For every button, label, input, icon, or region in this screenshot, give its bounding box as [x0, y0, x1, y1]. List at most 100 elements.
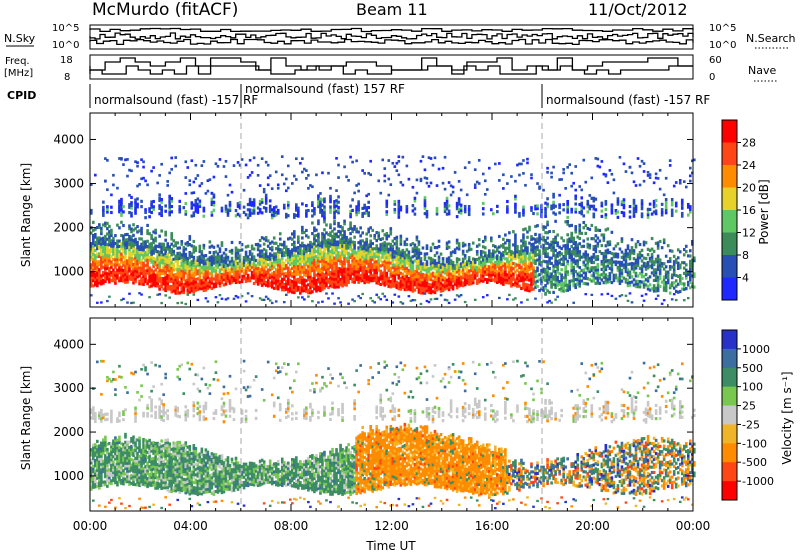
power-cell: [572, 257, 576, 261]
power-cell: [369, 263, 372, 267]
power-cell: [272, 254, 276, 259]
power-cell: [489, 273, 493, 277]
power-cell: [506, 199, 509, 204]
power-cell: [268, 199, 272, 203]
power-cell: [506, 262, 509, 266]
power-cell: [100, 245, 103, 249]
power-cell: [148, 242, 151, 246]
power-cell: [475, 271, 479, 275]
power-cell: [276, 276, 280, 280]
power-cell: [313, 274, 316, 278]
power-cell: [580, 255, 584, 259]
power-cell: [608, 272, 612, 276]
power-cell: [473, 276, 477, 280]
power-cell: [174, 243, 178, 248]
power-cell: [566, 233, 569, 237]
power-cell: [274, 205, 278, 209]
power-cell: [335, 285, 338, 289]
power-cell: [552, 200, 555, 204]
power-cell: [606, 251, 610, 255]
power-cell: [455, 280, 459, 285]
power-cell: [624, 256, 628, 260]
power-cell: [562, 262, 565, 267]
power-cell: [552, 290, 555, 294]
power-cell: [415, 262, 419, 266]
power-cell: [186, 278, 190, 282]
power-cell: [544, 286, 547, 290]
power-cell: [582, 252, 586, 256]
power-cell: [516, 282, 519, 286]
power-cell: [636, 255, 640, 260]
power-cell: [407, 282, 411, 286]
power-cell: [140, 237, 143, 241]
power-cell: [256, 253, 260, 257]
power-cell: [317, 269, 320, 273]
power-cell: [403, 269, 407, 273]
power-cell: [248, 250, 252, 254]
power-cell: [232, 164, 236, 167]
power-cell: [329, 260, 332, 264]
power-cell: [186, 267, 190, 271]
power-cell: [293, 245, 296, 250]
power-cell: [556, 265, 559, 269]
power-cell: [194, 204, 198, 208]
power-cell: [166, 268, 169, 272]
power-cell: [357, 259, 360, 263]
power-cell: [248, 260, 252, 264]
power-cell: [532, 276, 535, 281]
power-cell: [357, 246, 360, 250]
power-cell: [174, 259, 178, 263]
power-cell: [110, 270, 113, 275]
power-cell: [522, 257, 525, 261]
power-cell: [274, 300, 278, 303]
power-cell: [570, 184, 573, 188]
power-cell: [212, 203, 216, 207]
power-cell: [335, 280, 338, 284]
power-cell: [518, 211, 521, 216]
power-cell: [301, 228, 304, 232]
power-cell: [443, 263, 447, 267]
power-cell: [467, 264, 471, 268]
power-cell: [532, 245, 535, 249]
power-cell: [532, 287, 535, 291]
power-cell: [297, 211, 300, 216]
power-cell: [240, 269, 244, 273]
power-cell: [343, 246, 346, 250]
power-cell: [244, 255, 248, 260]
power-cell: [594, 197, 598, 201]
power-cell: [124, 262, 127, 266]
power-cell: [196, 261, 200, 265]
power-cell: [317, 197, 320, 201]
power-cell: [379, 191, 383, 195]
power-cell: [140, 232, 143, 236]
power-cell: [256, 271, 260, 276]
power-cell: [100, 242, 103, 246]
power-cell: [433, 280, 437, 284]
power-cell: [339, 301, 342, 304]
power-cell: [459, 188, 463, 192]
power-cell: [130, 259, 133, 263]
power-cell: [262, 242, 266, 246]
power-cell: [582, 239, 586, 243]
power-cell: [459, 283, 463, 287]
power-cell: [375, 244, 379, 248]
power-cell: [202, 214, 206, 218]
power-cell: [224, 279, 228, 283]
power-cell: [240, 243, 244, 247]
power-cell: [546, 220, 549, 224]
power-cell: [305, 255, 308, 259]
power-cell: [411, 255, 415, 259]
power-cell: [331, 279, 334, 283]
power-cell: [226, 268, 230, 273]
power-cell: [307, 291, 310, 295]
power-cell: [361, 214, 364, 218]
power-cell: [560, 268, 563, 272]
power-cell: [451, 287, 455, 291]
power-cell: [578, 265, 582, 270]
power-cell: [405, 277, 409, 281]
power-cell: [489, 255, 493, 259]
power-cell: [134, 250, 137, 255]
power-cell: [311, 250, 314, 254]
power-cell: [393, 236, 397, 241]
power-cell: [327, 248, 330, 253]
